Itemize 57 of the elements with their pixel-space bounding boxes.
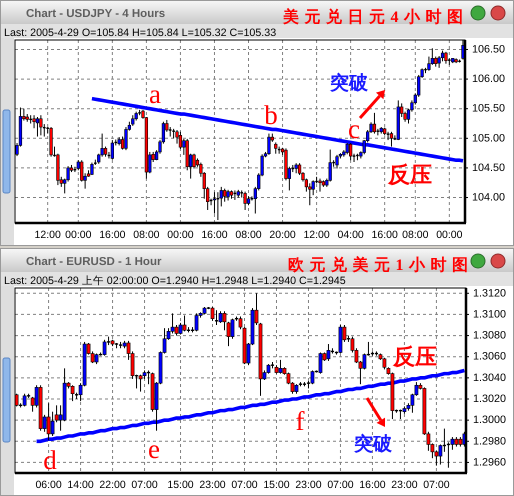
- x-tick-label: 22:00: [99, 479, 126, 491]
- x-tick-label: 06:00: [35, 479, 62, 491]
- x-tick-label: 08:00: [402, 229, 429, 241]
- x-tick-label: 20:00: [269, 229, 296, 241]
- x-tick-label: 00:00: [436, 229, 463, 241]
- y-tick-label: 1.3000: [473, 414, 506, 426]
- annotation: 反压: [387, 162, 432, 187]
- y-tick-label: 104.00: [472, 192, 506, 204]
- x-tick-label: 12:00: [303, 229, 330, 241]
- y-tick-label: 106.50: [472, 43, 506, 56]
- x-tick-label: 15:00: [263, 479, 290, 491]
- x-tick-label: 08:00: [235, 229, 262, 241]
- annotation: 突破: [329, 72, 369, 94]
- x-tick-label: 00:00: [65, 229, 92, 241]
- x-tick-label: 08:00: [133, 229, 160, 241]
- x-tick-label: 16:00: [359, 479, 386, 491]
- y-tick-label: 1.3040: [473, 372, 506, 384]
- annotation: d: [43, 445, 58, 475]
- y-tick-label: 1.3120: [473, 287, 506, 300]
- x-tick-label: 07:00: [423, 479, 450, 491]
- x-tick-label: 07:00: [131, 479, 158, 491]
- y-tick-label: 1.3060: [473, 350, 506, 363]
- y-tick-label: 1.2980: [473, 435, 506, 448]
- x-tick-label: 15:00: [167, 479, 194, 491]
- annotation: f: [296, 406, 304, 436]
- y-tick-label: 105.50: [472, 102, 506, 115]
- x-tick-label: 16:00: [99, 229, 126, 241]
- chart-title: Chart - EURUSD - 1 Hour: [26, 256, 162, 268]
- x-tick-label: 04:00: [337, 229, 364, 241]
- y-tick-label: 104.50: [472, 162, 506, 174]
- chart-subtitle: Last: 2005-4-29 O=105.84 H=105.84 L=105.32 C=105.33: [4, 27, 276, 39]
- chart-subtitle: Last: 2005-4-29 上午 02:00:00 O=1.2940 H=1.2948 L=1.2940 C=1.2945: [4, 274, 346, 287]
- x-tick-label: 23:00: [391, 479, 418, 491]
- x-tick-label: 14:00: [67, 479, 94, 491]
- x-tick-label: 12:00: [34, 229, 61, 241]
- y-tick-label: 1.3020: [473, 393, 506, 405]
- y-tick-label: 1.3100: [473, 308, 506, 320]
- text: 欧元兑美元1小时图: [288, 255, 468, 274]
- y-tick-label: 106.00: [472, 73, 506, 86]
- y-tick-label: 1.2960: [473, 456, 506, 468]
- annotation: c: [348, 114, 360, 144]
- chart-title: Chart - USDJPY - 4 Hours: [26, 8, 166, 20]
- x-tick-label: 23:00: [199, 479, 226, 491]
- y-tick-label: 105.00: [472, 132, 506, 144]
- text: 美元兑日元4小时图: [282, 7, 463, 26]
- annotation: e: [148, 434, 160, 464]
- annotation: b: [264, 100, 278, 130]
- x-tick-label: 16:00: [201, 229, 228, 241]
- x-tick-label: 07:00: [327, 479, 354, 491]
- x-tick-label: 07:00: [231, 479, 258, 491]
- x-tick-label: 16:00: [372, 229, 398, 241]
- annotation: 反压: [392, 344, 437, 369]
- x-tick-label: 00:00: [167, 229, 194, 241]
- x-tick-label: 23:00: [295, 479, 322, 491]
- annotation: a: [149, 79, 162, 109]
- y-tick-label: 1.3080: [473, 330, 506, 342]
- annotation: 突破: [353, 433, 393, 455]
